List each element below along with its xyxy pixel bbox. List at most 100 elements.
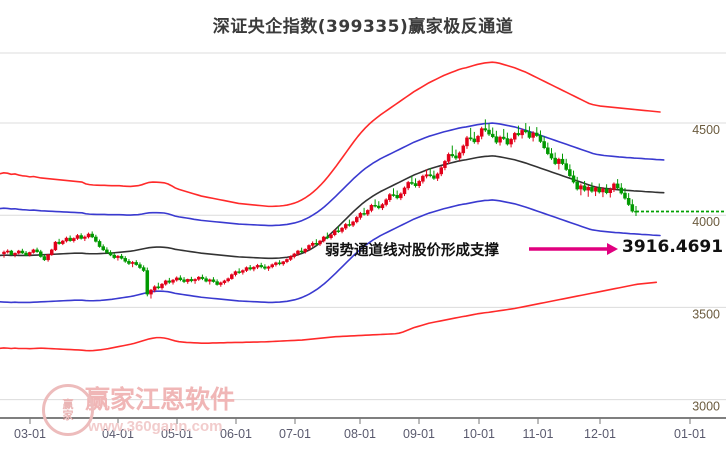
candle-body [101, 246, 105, 251]
candle-body [461, 145, 466, 154]
candle-body [538, 135, 543, 142]
candle-body [83, 236, 87, 239]
candle-body [435, 173, 440, 179]
candle-body [336, 230, 341, 232]
candle-body [307, 245, 311, 250]
candle-body [318, 240, 322, 245]
candle-body [399, 193, 403, 199]
candle-body [369, 205, 374, 211]
candle-body [417, 181, 421, 186]
candle-body [42, 256, 47, 261]
candle-body [332, 230, 337, 236]
candle-body [167, 280, 172, 283]
candle-body [50, 249, 54, 255]
candle-body [490, 133, 495, 137]
candle-body [296, 250, 300, 255]
candle-body [27, 252, 32, 256]
x-axis-tick-label: 11-01 [522, 427, 553, 441]
candle-body [75, 235, 80, 239]
candle-body [535, 132, 539, 136]
candle-body [189, 279, 194, 282]
candle-body [479, 128, 484, 137]
candle-body [226, 278, 230, 282]
candle-body [549, 153, 554, 159]
candle-body [509, 139, 513, 145]
candle-body [68, 237, 72, 241]
candle-body [277, 262, 282, 265]
candle-body [512, 133, 517, 140]
candle-body [138, 264, 142, 268]
x-axis-tick-label: 06-01 [220, 427, 252, 441]
candle-body [119, 255, 124, 259]
candle-body [46, 254, 50, 261]
candle-body [494, 136, 499, 143]
candle-body [241, 270, 245, 273]
x-axis-tick-label: 12-01 [584, 427, 616, 441]
y-axis-tick-label: 4500 [692, 123, 720, 137]
candle-body [612, 183, 616, 190]
x-axis-tick-label: 08-01 [344, 427, 376, 441]
candle-body [498, 136, 502, 143]
candle-body [174, 277, 179, 281]
candle-body [575, 181, 579, 190]
candle-body [230, 274, 234, 279]
candle-body [465, 137, 469, 147]
candle-body [105, 249, 109, 253]
candle-body [222, 280, 227, 283]
candle-body [619, 187, 624, 194]
candle-body [281, 261, 286, 265]
candle-body [274, 262, 278, 265]
candle-body [263, 266, 267, 269]
candle-body [384, 199, 388, 205]
candle-body [16, 250, 21, 254]
candle-body [9, 250, 14, 255]
candle-body [593, 187, 598, 192]
candle-body [185, 279, 190, 282]
candle-body [24, 252, 28, 256]
candle-body [487, 129, 491, 135]
candle-body [501, 136, 506, 139]
candle-body [252, 266, 256, 270]
candle-body [325, 236, 330, 239]
band-line-lower_band [0, 281, 658, 352]
candle-body [145, 270, 150, 295]
candle-body [5, 250, 10, 253]
candle-body [200, 276, 205, 279]
candle-body [457, 152, 462, 159]
candle-body [366, 210, 370, 215]
x-axis-tick-label: 05-01 [161, 427, 193, 441]
candle-body [57, 241, 61, 244]
candle-body [94, 236, 98, 242]
candle-body [505, 138, 510, 145]
x-axis-tick-label: 07-01 [279, 427, 311, 441]
candle-body [130, 262, 135, 264]
candle-body [428, 174, 432, 177]
candle-body [476, 136, 480, 143]
candle-body [219, 282, 223, 285]
candle-body [321, 236, 326, 242]
candle-body [615, 183, 620, 189]
page-title: 深证央企指数(399335)赢家极反通道 [212, 17, 514, 37]
candle-body [377, 205, 381, 209]
x-axis-tick-label: 09-01 [403, 427, 435, 441]
candle-body [329, 234, 333, 238]
candle-body [90, 233, 94, 238]
candle-body [564, 163, 568, 170]
candle-body [402, 187, 407, 195]
candle-body [259, 265, 263, 268]
candle-body [439, 167, 444, 175]
candle-body [20, 250, 25, 254]
candle-body [123, 258, 128, 262]
candle-body [546, 147, 550, 154]
candle-body [196, 276, 201, 280]
candle-body [13, 252, 17, 255]
candle-body [171, 279, 175, 283]
candle-body [292, 253, 297, 257]
candle-body [560, 158, 565, 164]
candle-body [299, 250, 304, 253]
candle-body [64, 237, 69, 242]
candle-body [630, 204, 635, 212]
candle-body [163, 280, 168, 285]
